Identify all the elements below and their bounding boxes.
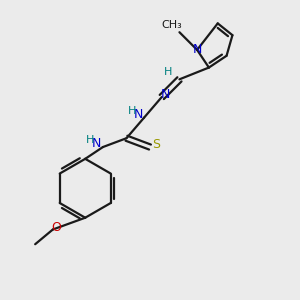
Text: N: N [160, 88, 170, 101]
Text: O: O [51, 220, 61, 234]
Text: N: N [192, 44, 202, 56]
Text: H: H [164, 67, 172, 77]
Text: N: N [92, 137, 101, 150]
Text: N: N [134, 108, 143, 121]
Text: S: S [152, 138, 160, 151]
Text: H: H [85, 135, 94, 145]
Text: CH₃: CH₃ [162, 20, 182, 30]
Text: H: H [128, 106, 136, 116]
